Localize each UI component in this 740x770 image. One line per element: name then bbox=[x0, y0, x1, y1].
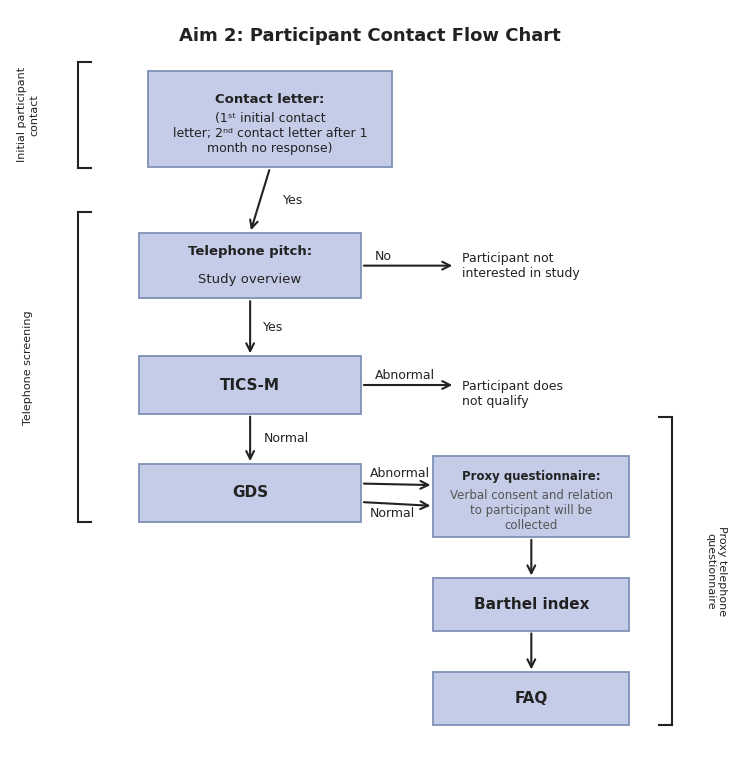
Text: Proxy telephone
questionnaire: Proxy telephone questionnaire bbox=[705, 526, 727, 617]
Text: Telephone pitch:: Telephone pitch: bbox=[188, 246, 312, 258]
Text: Telephone screening: Telephone screening bbox=[23, 310, 33, 424]
Text: Barthel index: Barthel index bbox=[474, 597, 589, 612]
Text: Yes: Yes bbox=[263, 321, 283, 333]
FancyBboxPatch shape bbox=[139, 233, 361, 298]
Text: No: No bbox=[374, 250, 391, 263]
Text: Participant does
not qualify: Participant does not qualify bbox=[462, 380, 563, 408]
FancyBboxPatch shape bbox=[433, 578, 629, 631]
Text: (1ˢᵗ initial contact
letter; 2ⁿᵈ contact letter after 1
month no response): (1ˢᵗ initial contact letter; 2ⁿᵈ contact… bbox=[173, 112, 367, 155]
Text: FAQ: FAQ bbox=[514, 691, 548, 706]
FancyBboxPatch shape bbox=[139, 464, 361, 522]
FancyBboxPatch shape bbox=[433, 456, 629, 537]
Text: TICS-M: TICS-M bbox=[220, 377, 280, 393]
Text: Study overview: Study overview bbox=[198, 273, 302, 286]
Text: Verbal consent and relation
to participant will be
collected: Verbal consent and relation to participa… bbox=[450, 489, 613, 532]
Text: Normal: Normal bbox=[263, 433, 309, 445]
Text: Abnormal: Abnormal bbox=[370, 467, 430, 480]
Text: Proxy questionnaire:: Proxy questionnaire: bbox=[462, 470, 601, 483]
FancyBboxPatch shape bbox=[139, 356, 361, 414]
Text: GDS: GDS bbox=[232, 485, 268, 501]
FancyBboxPatch shape bbox=[148, 72, 392, 168]
Text: Contact letter:: Contact letter: bbox=[215, 93, 325, 105]
Text: Initial participant
contact: Initial participant contact bbox=[17, 67, 39, 162]
Text: Yes: Yes bbox=[283, 194, 303, 206]
Text: Participant not
interested in study: Participant not interested in study bbox=[462, 252, 580, 280]
Text: Normal: Normal bbox=[370, 507, 415, 520]
Text: Abnormal: Abnormal bbox=[374, 370, 434, 382]
FancyBboxPatch shape bbox=[433, 672, 629, 725]
Text: Aim 2: Participant Contact Flow Chart: Aim 2: Participant Contact Flow Chart bbox=[179, 27, 561, 45]
